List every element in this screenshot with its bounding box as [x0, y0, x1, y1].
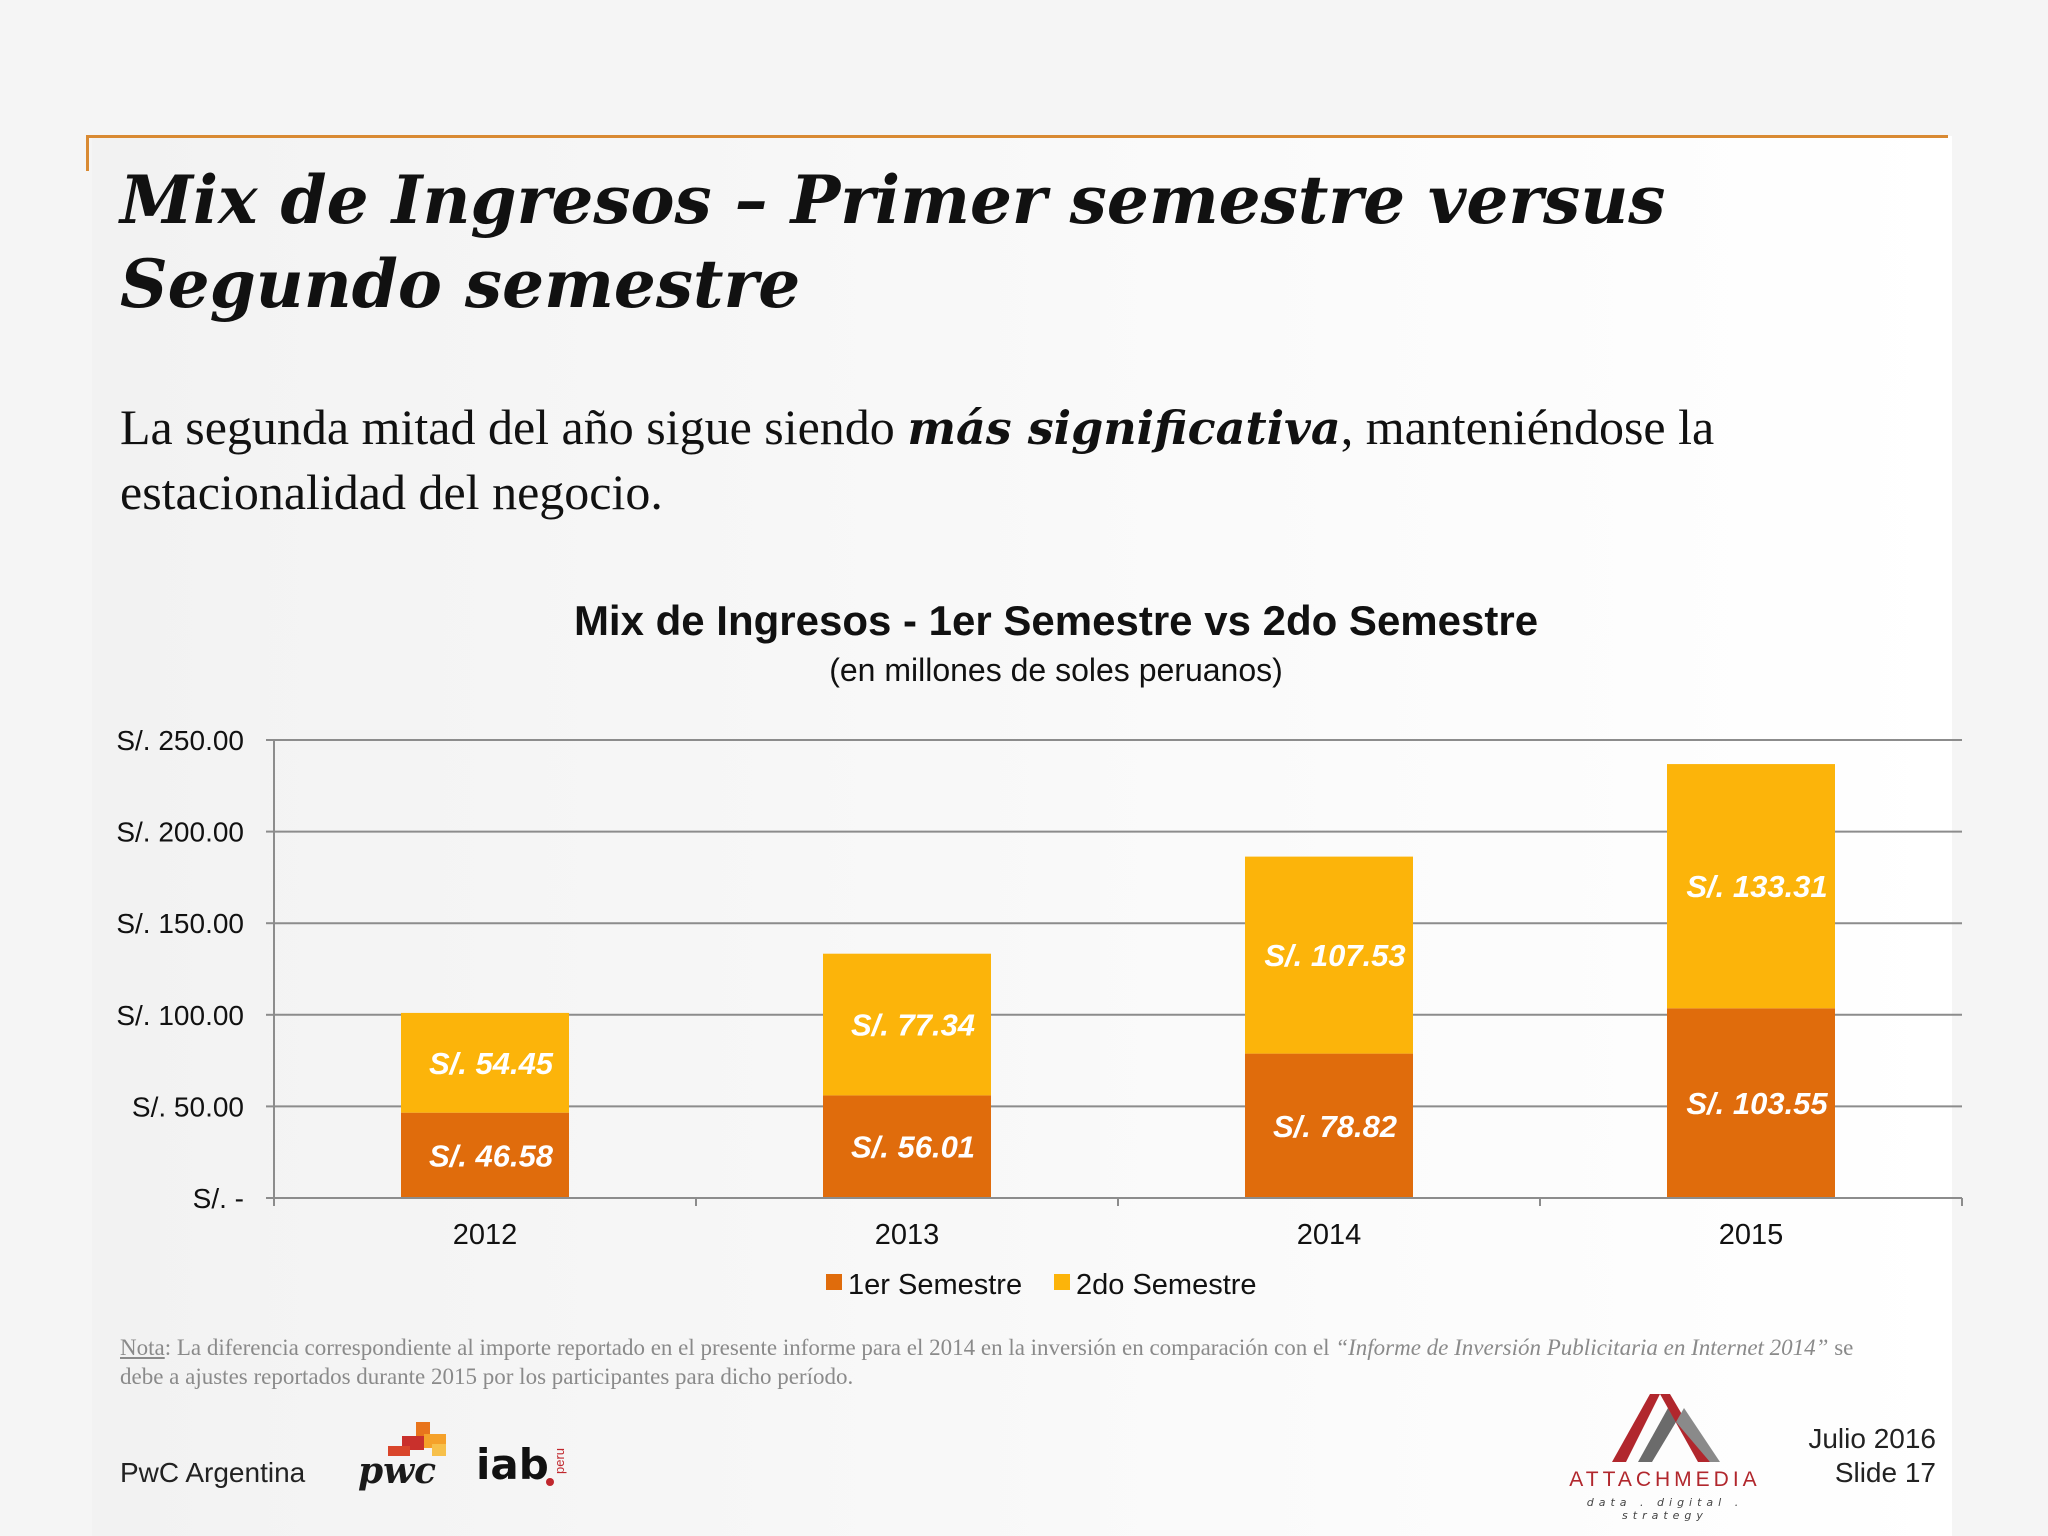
- data-label-1er-semestre: S/. 56.01: [851, 1130, 975, 1165]
- data-label-2do-semestre: S/. 77.34: [851, 1008, 975, 1043]
- y-tick-label: S/. 150.00: [116, 908, 244, 939]
- footnote-text-1: : La diferencia correspondiente al impor…: [164, 1335, 1336, 1360]
- attachmedia-wordmark: ATTACHMEDIA: [1569, 1468, 1761, 1491]
- slide-background: [92, 136, 1952, 1536]
- x-axis: 2012 2013 2014 2015: [273, 1197, 1963, 1251]
- iab-peru-label: peru: [552, 1447, 567, 1474]
- footer-company: PwC Argentina: [120, 1457, 306, 1488]
- bar-1er-semestre: [1245, 1053, 1413, 1198]
- data-label-1er-semestre: S/. 78.82: [1273, 1109, 1397, 1144]
- y-tick-label: S/. 200.00: [116, 817, 244, 848]
- attachmedia-mark-icon: [1612, 1394, 1720, 1462]
- legend-swatch-2do-semestre: [1054, 1274, 1070, 1290]
- bar-2do-semestre: [1245, 856, 1413, 1054]
- chart-bars: S/. 46.58 S/. 54.45 S/. 56.01 S/. 77.34 S/. …: [401, 764, 1835, 1198]
- y-tick-label: S/. -: [193, 1183, 244, 1214]
- footnote-report-title: “Informe de Inversión Publicitaria en In…: [1335, 1335, 1829, 1360]
- bar-1er-semestre: [1667, 1008, 1835, 1198]
- chart-legend: 1er Semestre 2do Semestre: [826, 1269, 1257, 1301]
- iab-dot-icon: [546, 1478, 554, 1486]
- chart-title: Mix de Ingresos - 1er Semestre vs 2do Se…: [574, 597, 1538, 644]
- footer-meta: Julio 2016 Slide 17: [1808, 1422, 1936, 1490]
- top-accent-tick: [86, 135, 89, 171]
- y-axis: S/. - S/. 50.00 S/. 100.00 S/. 150.00 S/. 20…: [116, 725, 275, 1214]
- footnote-label: Nota: [120, 1335, 165, 1360]
- bar-2do-semestre: [823, 953, 991, 1096]
- iab-wordmark: iab: [476, 1440, 549, 1489]
- revenue-mix-chart: Mix de Ingresos - 1er Semestre vs 2do Se…: [116, 597, 1963, 1301]
- legend-label-1er-semestre: 1er Semestre: [848, 1269, 1022, 1301]
- lead-text-start: La segunda mitad del año sigue siendo: [120, 399, 908, 455]
- pwc-blocks-icon: [388, 1422, 446, 1456]
- lead-paragraph: La segunda mitad del año sigue siendo má…: [120, 395, 1920, 524]
- x-tick-label: 2015: [1719, 1219, 1784, 1251]
- attachmedia-logo: ATTACHMEDIA data . digital . strategy: [1560, 1388, 1770, 1522]
- y-tick-label: S/. 250.00: [116, 725, 244, 756]
- footnote-text-2: se debe a ajustes reportados durante 201…: [120, 1335, 1854, 1389]
- bar-2do-semestre: [401, 1012, 569, 1113]
- chart-subtitle: (en millones de soles peruanos): [829, 652, 1283, 688]
- iab-peru-logo: iab peru: [476, 1430, 567, 1500]
- y-tick-label: S/. 100.00: [116, 1000, 244, 1031]
- lead-text-end: , manteniéndose la estacionalidad del ne…: [120, 399, 1715, 520]
- data-label-1er-semestre: S/. 46.58: [429, 1138, 554, 1173]
- legend-swatch-1er-semestre: [826, 1274, 842, 1290]
- x-tick-label: 2012: [453, 1219, 518, 1251]
- footnote: Nota: La diferencia correspondiente al i…: [120, 1333, 1880, 1391]
- pwc-wordmark: pwc: [358, 1450, 437, 1492]
- data-label-2do-semestre: S/. 107.53: [1264, 938, 1405, 973]
- data-label-2do-semestre: S/. 54.45: [429, 1046, 554, 1081]
- x-tick-label: 2014: [1297, 1219, 1362, 1251]
- slide-title: Mix de Ingresos – Primer semestre versus…: [120, 161, 1666, 323]
- top-accent-rule: [86, 135, 1948, 138]
- bar-2do-semestre: [1667, 764, 1835, 1009]
- attachmedia-tagline: data . digital . strategy: [1586, 1496, 1744, 1522]
- bar-1er-semestre: [401, 1112, 569, 1198]
- bar-1er-semestre: [823, 1095, 991, 1198]
- data-label-1er-semestre: S/. 103.55: [1686, 1086, 1828, 1121]
- y-tick-label: S/. 50.00: [132, 1091, 244, 1122]
- footer-date: Julio 2016: [1808, 1423, 1936, 1454]
- pwc-logo: pwc: [358, 1418, 468, 1498]
- x-tick-label: 2013: [875, 1219, 940, 1251]
- footer-slide-number: Slide 17: [1834, 1457, 1936, 1488]
- data-label-2do-semestre: S/. 133.31: [1686, 869, 1827, 904]
- lead-emphasis: más significativa: [907, 401, 1341, 455]
- legend-label-2do-semestre: 2do Semestre: [1076, 1269, 1257, 1301]
